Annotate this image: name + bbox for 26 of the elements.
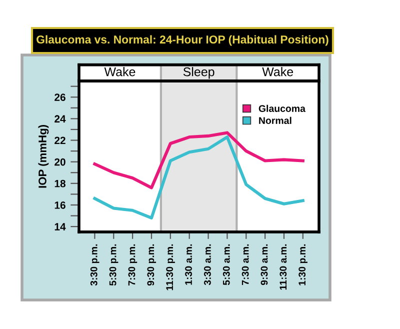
text: Wake [262, 67, 294, 76]
y-tick-label: 26 [54, 94, 66, 101]
y-tick-label: 22 [54, 136, 66, 144]
x-tick-label: 7:30 a.m. [242, 244, 249, 285]
band-label: Sleep [183, 67, 214, 79]
y-axis-title: IOP (mmHg) [38, 124, 49, 188]
y-tick-label: 18 [54, 180, 66, 188]
chart-title: Glaucoma vs. Normal: 24-Hour IOP (Habitual Position) [36, 35, 328, 46]
x-tick-label: 5:30 p.m. [109, 244, 118, 286]
x-tick-label: 9:30 a.m. [260, 244, 268, 286]
x-tick-label: 3:30 a.m. [204, 244, 211, 286]
x-tick-label: 3:30 p.m. [90, 244, 100, 286]
x-tick-label: 11:30 p.m. [166, 244, 175, 290]
legend-label: Glaucoma [258, 104, 306, 112]
legend-label: Normal [259, 116, 292, 124]
y-tick-label: 20 [54, 158, 66, 166]
y-tick-label: 24 [54, 115, 66, 122]
text: Wake [104, 67, 136, 76]
x-tick-label: 1:30 a.m. [185, 244, 192, 285]
x-tick-label: 7:30 p.m. [128, 244, 138, 286]
x-tick-label: 11:30 a.m. [280, 244, 287, 290]
x-tick-label: 5:30 a.m. [222, 244, 230, 286]
y-tick-label: 14 [54, 223, 66, 230]
x-tick-label: 9:30 p.m. [147, 244, 156, 286]
x-tick-label: 1:30 p.m. [298, 244, 308, 286]
y-tick-label: 16 [54, 201, 66, 209]
